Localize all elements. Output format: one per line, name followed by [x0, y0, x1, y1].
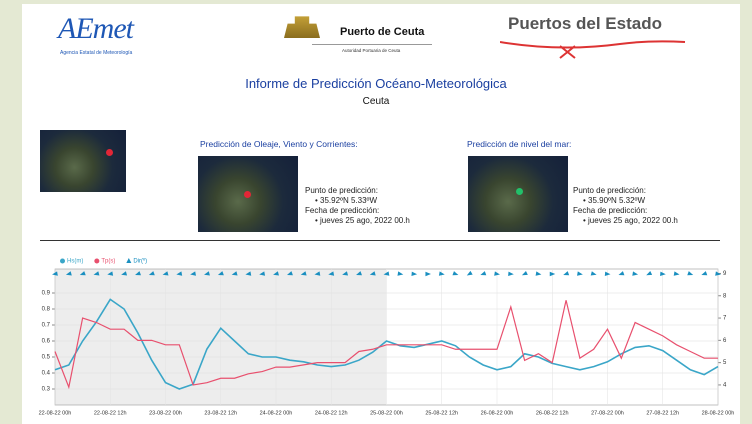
label: Fecha de predicción:	[573, 206, 678, 216]
wave-map	[198, 156, 298, 232]
y-tick-label: 0.3	[42, 387, 51, 393]
y-tick-label: 0.7	[42, 323, 51, 329]
page: AEmet Agencia Estatal de Meteorología Pu…	[0, 0, 752, 424]
direction-arrow	[480, 271, 487, 277]
sea-level-info: Punto de predicción:35.90ºN 5.32ºW Fecha…	[573, 186, 678, 226]
direction-arrow	[562, 271, 569, 277]
section-heading: Predicción de nivel del mar:	[467, 139, 571, 149]
aemet-caption: Agencia Estatal de Meteorología	[60, 50, 132, 56]
section-heading: Predicción de Oleaje, Viento y Corriente…	[200, 139, 358, 149]
y-tick-label: 0.5	[42, 355, 51, 361]
wave-info: Punto de predicción:35.92ºN 5.33ºW Fecha…	[305, 186, 410, 226]
x-tick-label: 26-08-22 00h	[481, 410, 514, 416]
puertos-logo: Puertos del Estado	[508, 14, 662, 34]
x-tick-label: 27-08-22 00h	[591, 410, 624, 416]
y2-tick-label: 9	[723, 271, 727, 277]
direction-arrow	[521, 271, 528, 277]
x-tick-label: 24-08-22 00h	[260, 410, 293, 416]
port-name: Puerto de Ceuta	[340, 26, 424, 38]
label: Fecha de predicción:	[305, 206, 410, 216]
y2-tick-label: 4	[723, 383, 727, 389]
y-tick-label: 0.8	[42, 307, 51, 313]
overview-map	[40, 130, 126, 192]
y-tick-label: 0.9	[42, 291, 51, 297]
direction-arrow	[674, 271, 680, 276]
map-marker	[106, 149, 113, 156]
legend-label: Dir(º)	[133, 258, 147, 265]
direction-arrow	[508, 272, 514, 277]
direction-arrow	[645, 271, 652, 277]
direction-arrow	[577, 271, 583, 276]
x-tick-label: 24-08-22 12h	[315, 410, 348, 416]
label: Punto de predicción:	[305, 186, 410, 196]
y-tick-label: 0.4	[42, 371, 51, 377]
direction-arrow	[536, 271, 542, 276]
x-tick-label: 27-08-22 12h	[646, 410, 679, 416]
y-tick-label: 0.6	[42, 339, 51, 345]
direction-arrow	[452, 271, 459, 277]
direction-arrow	[425, 272, 431, 276]
legend-label: Hs(m)	[67, 259, 83, 265]
y2-tick-label: 7	[723, 316, 727, 322]
direction-arrow	[591, 271, 597, 277]
value: 35.92ºN 5.33ºW	[305, 196, 410, 206]
direction-arrow	[701, 271, 708, 277]
aemet-logo: AEmet	[58, 12, 133, 46]
y2-tick-label: 6	[723, 338, 727, 344]
y2-tick-label: 5	[723, 360, 727, 366]
label: Punto de predicción:	[573, 186, 678, 196]
direction-arrow	[618, 271, 625, 277]
sea-level-map	[468, 156, 568, 232]
direction-arrow	[632, 271, 638, 276]
direction-arrow	[687, 271, 694, 277]
direction-arrow	[411, 272, 417, 277]
port-rule	[312, 44, 432, 45]
x-tick-label: 25-08-22 00h	[370, 410, 403, 416]
divider	[40, 240, 720, 241]
report-location: Ceuta	[0, 96, 752, 107]
legend-label: Tp(s)	[101, 259, 115, 265]
puertos-swoosh	[500, 38, 690, 60]
value: jueves 25 ago, 2022 00.h	[305, 216, 410, 226]
report-title: Informe de Predicción Océano-Meteorológi…	[0, 76, 752, 91]
x-tick-label: 25-08-22 12h	[425, 410, 458, 416]
value: 35.90ºN 5.32ºW	[573, 196, 678, 206]
x-tick-label: 28-08-22 00h	[702, 410, 735, 416]
x-tick-label: 22-08-22 12h	[94, 410, 127, 416]
legend-marker	[94, 259, 99, 264]
y2-tick-label: 8	[723, 293, 727, 299]
x-tick-label: 26-08-22 12h	[536, 410, 569, 416]
map-marker	[244, 191, 251, 198]
legend-marker	[60, 259, 65, 264]
chart: 0.3 0.4 0.5 0.6 0.7 0.8 0.9 4 5 6 7 8 9 22-08-22 00h 2…	[0, 258, 752, 424]
direction-arrow	[466, 271, 473, 278]
x-tick-label: 23-08-22 12h	[204, 410, 237, 416]
x-tick-label: 23-08-22 00h	[149, 410, 182, 416]
direction-arrow	[397, 271, 403, 276]
legend-marker	[126, 258, 131, 263]
port-caption: Autoridad Portuaria de Ceuta	[342, 48, 400, 53]
map-marker	[516, 188, 523, 195]
value: jueves 25 ago, 2022 00.h	[573, 216, 678, 226]
x-tick-label: 22-08-22 00h	[39, 410, 72, 416]
